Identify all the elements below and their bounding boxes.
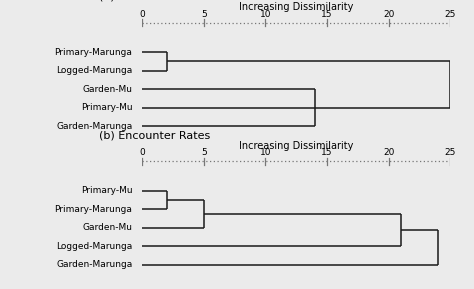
Text: Garden-Marunga: Garden-Marunga xyxy=(56,122,132,131)
Text: Garden-Mu: Garden-Mu xyxy=(82,85,132,94)
Text: 25: 25 xyxy=(445,148,456,157)
Text: 20: 20 xyxy=(383,10,394,18)
Text: 15: 15 xyxy=(321,10,333,18)
Text: 0: 0 xyxy=(139,10,145,18)
Text: Garden-Marunga: Garden-Marunga xyxy=(56,260,132,269)
Text: 25: 25 xyxy=(445,10,456,18)
Text: 5: 5 xyxy=(201,148,207,157)
Text: Primary-Mu: Primary-Mu xyxy=(81,103,132,112)
Text: (b) Encounter Rates: (b) Encounter Rates xyxy=(99,130,210,140)
Text: 10: 10 xyxy=(260,10,271,18)
Text: Primary-Marunga: Primary-Marunga xyxy=(55,48,132,57)
Text: Logged-Marunga: Logged-Marunga xyxy=(56,66,132,75)
Text: Primary-Mu: Primary-Mu xyxy=(81,186,132,195)
Text: Logged-Marunga: Logged-Marunga xyxy=(56,242,132,251)
Text: 15: 15 xyxy=(321,148,333,157)
Text: 10: 10 xyxy=(260,148,271,157)
Text: Increasing Dissimilarity: Increasing Dissimilarity xyxy=(239,3,354,12)
Text: 20: 20 xyxy=(383,148,394,157)
Text: Primary-Marunga: Primary-Marunga xyxy=(55,205,132,214)
Text: 5: 5 xyxy=(201,10,207,18)
Text: Increasing Dissimilarity: Increasing Dissimilarity xyxy=(239,141,354,151)
Text: Garden-Mu: Garden-Mu xyxy=(82,223,132,232)
Text: 0: 0 xyxy=(139,148,145,157)
Text: (a) Presence and Absence: (a) Presence and Absence xyxy=(99,0,244,1)
